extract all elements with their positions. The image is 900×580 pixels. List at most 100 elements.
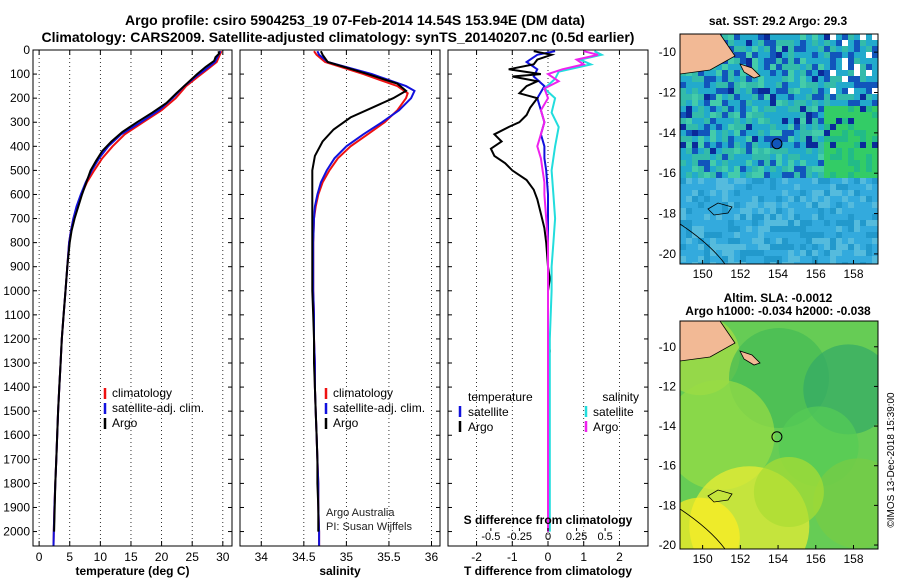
sst-cell bbox=[842, 226, 848, 232]
sst-cell bbox=[866, 124, 872, 130]
sst-cell bbox=[710, 256, 716, 262]
sst-cell bbox=[680, 136, 686, 142]
sst-cell bbox=[776, 76, 782, 82]
sst-cell bbox=[830, 196, 836, 202]
sst-cell bbox=[854, 130, 860, 136]
sst-cell bbox=[722, 154, 728, 160]
sst-cell bbox=[698, 196, 704, 202]
sst-cell bbox=[710, 166, 716, 172]
sst-cell bbox=[710, 238, 716, 244]
sst-cell bbox=[794, 148, 800, 154]
sst-cell bbox=[830, 34, 836, 40]
sst-cell bbox=[830, 82, 836, 88]
sst-cell bbox=[812, 112, 818, 118]
sst-cell bbox=[872, 118, 878, 124]
sst-cell bbox=[692, 196, 698, 202]
sst-cell bbox=[818, 232, 824, 238]
sst-cell bbox=[830, 40, 836, 46]
sst-cell bbox=[842, 148, 848, 154]
sst-cell bbox=[716, 190, 722, 196]
sst-cell bbox=[734, 256, 740, 262]
sst-cell bbox=[686, 262, 692, 264]
sst-cell bbox=[842, 238, 848, 244]
sst-cell bbox=[788, 250, 794, 256]
sst-cell bbox=[758, 244, 764, 250]
sst-cell bbox=[734, 238, 740, 244]
sst-cell bbox=[788, 70, 794, 76]
sst-cell bbox=[686, 112, 692, 118]
sst-cell bbox=[680, 112, 686, 118]
sst-cell bbox=[782, 160, 788, 166]
sst-cell bbox=[812, 76, 818, 82]
sst-cell bbox=[686, 226, 692, 232]
sst-cell bbox=[686, 160, 692, 166]
sst-cell bbox=[752, 112, 758, 118]
sst-cell bbox=[770, 154, 776, 160]
sst-cell bbox=[812, 52, 818, 58]
sst-cell bbox=[728, 226, 734, 232]
imos-credit: ©IMOS 13-Dec-2018 15:39:00 bbox=[886, 392, 897, 528]
sst-cell bbox=[782, 220, 788, 226]
sst-cell bbox=[806, 40, 812, 46]
sst-cell bbox=[872, 148, 878, 154]
sst-cell bbox=[752, 52, 758, 58]
sst-cell bbox=[836, 124, 842, 130]
plot-frame bbox=[32, 49, 233, 547]
sst-cell bbox=[692, 106, 698, 112]
sst-cell bbox=[686, 190, 692, 196]
sst-cell bbox=[764, 130, 770, 136]
sst-cell bbox=[716, 196, 722, 202]
sst-cell bbox=[764, 262, 770, 264]
sst-cell bbox=[860, 220, 866, 226]
y-tick-label: 1300 bbox=[3, 356, 30, 370]
sst-cell bbox=[698, 238, 704, 244]
sst-cell bbox=[746, 130, 752, 136]
sst-cell bbox=[722, 244, 728, 250]
sst-cell bbox=[818, 88, 824, 94]
sst-cell bbox=[746, 118, 752, 124]
sst-cell bbox=[752, 94, 758, 100]
sst-cell bbox=[734, 208, 740, 214]
sst-cell bbox=[716, 142, 722, 148]
sst-cell bbox=[830, 154, 836, 160]
series-climatology bbox=[52, 50, 223, 547]
sst-cell bbox=[854, 100, 860, 106]
sst-cell bbox=[758, 70, 764, 76]
sst-cell bbox=[848, 118, 854, 124]
sst-cell bbox=[866, 244, 872, 250]
sst-cell bbox=[848, 196, 854, 202]
sst-cell bbox=[722, 172, 728, 178]
sst-cell bbox=[872, 52, 878, 58]
x-tick-label: 2 bbox=[616, 550, 623, 564]
sst-cell bbox=[680, 172, 686, 178]
sst-cell bbox=[794, 160, 800, 166]
sst-cell bbox=[854, 76, 860, 82]
sst-cell bbox=[830, 166, 836, 172]
sst-cell bbox=[860, 226, 866, 232]
sst-cell bbox=[686, 244, 692, 250]
sst-cell bbox=[746, 148, 752, 154]
sst-cell bbox=[728, 82, 734, 88]
sst-cell bbox=[686, 196, 692, 202]
sst-cell bbox=[800, 64, 806, 70]
contour-line bbox=[680, 223, 726, 264]
sst-cell bbox=[776, 166, 782, 172]
sst-cell bbox=[836, 172, 842, 178]
sst-cell bbox=[812, 88, 818, 94]
sst-cell bbox=[698, 256, 704, 262]
sst-cell bbox=[836, 262, 842, 264]
sst-cell bbox=[734, 148, 740, 154]
sst-cell bbox=[812, 250, 818, 256]
sst-cell bbox=[740, 148, 746, 154]
sst-cell bbox=[704, 160, 710, 166]
sst-cell bbox=[704, 70, 710, 76]
sst-cell bbox=[866, 154, 872, 160]
sst-cell bbox=[782, 64, 788, 70]
sst-cell bbox=[758, 112, 764, 118]
sst-cell bbox=[806, 136, 812, 142]
sst-cell bbox=[734, 202, 740, 208]
sst-cell bbox=[806, 82, 812, 88]
sst-cell bbox=[842, 100, 848, 106]
sst-cell bbox=[818, 184, 824, 190]
sst-cell bbox=[734, 40, 740, 46]
